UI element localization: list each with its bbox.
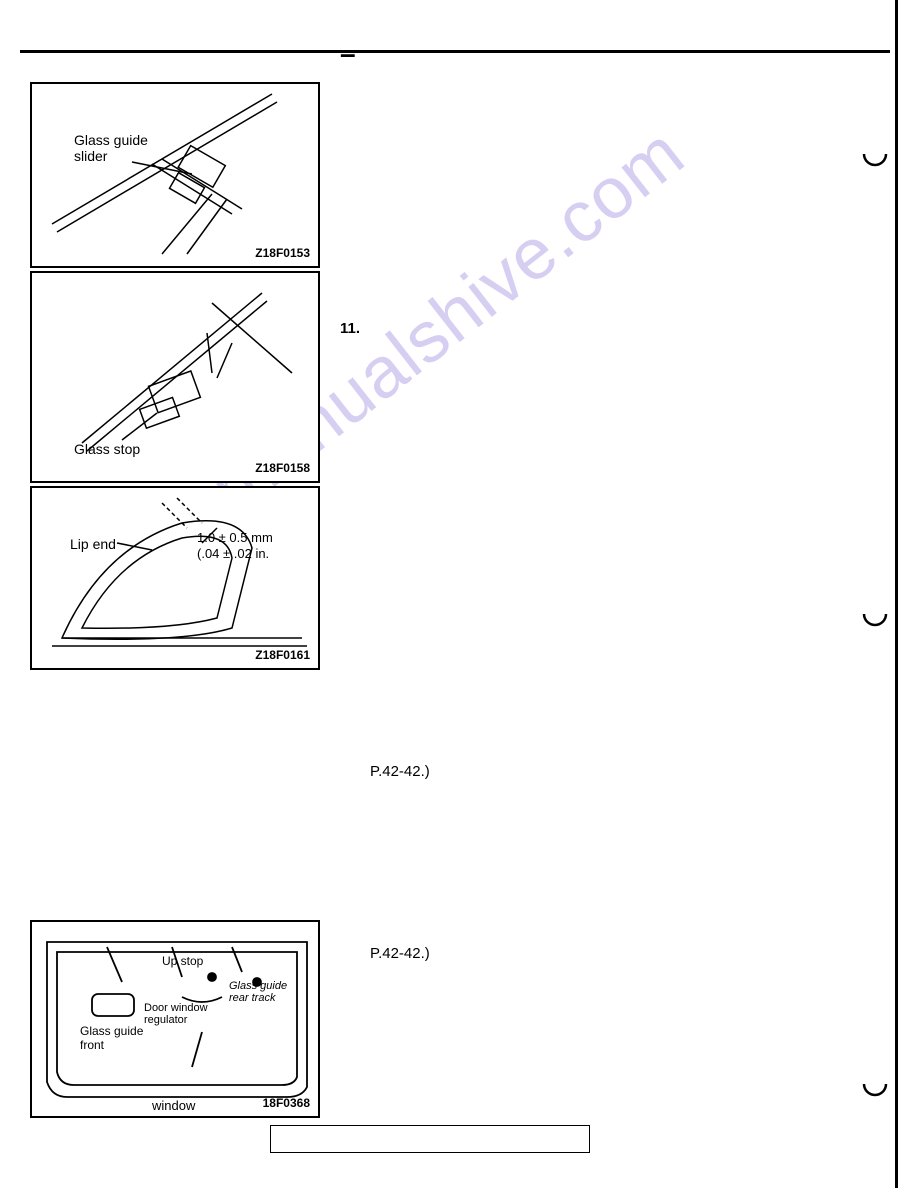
fig4-label-window: window <box>152 1098 195 1113</box>
fig4-label-upstop: Up stop <box>162 954 203 968</box>
figure-door-panel: Up stop Glass guide rear track Door wind… <box>30 920 320 1118</box>
figure-glass-stop: Glass stop Z18F0158 <box>30 271 320 483</box>
fig1-code: Z18F0153 <box>255 246 310 260</box>
figure-glass-guide-slider: Glass guide slider Z18F0153 <box>30 82 320 268</box>
fig1-label: Glass guide slider <box>74 132 154 164</box>
page-top-rule <box>20 50 890 53</box>
footer-box <box>270 1125 590 1153</box>
page-ref-2: P.42-42.) <box>370 945 430 962</box>
fig4-code: 18F0368 <box>263 1096 310 1110</box>
page-ref-1: P.42-42.) <box>370 763 430 780</box>
fig3-code: Z18F0161 <box>255 648 310 662</box>
fig3-illustration <box>32 488 320 670</box>
fig4-label-guide-front: Glass guide front <box>80 1024 160 1052</box>
fig4-label-regulator: Door window regulator <box>144 1002 224 1026</box>
figure-lip-end: Lip end 1.0 ± 0.5 mm (.04 ± .02 in. Z18F… <box>30 486 320 670</box>
fig2-label: Glass stop <box>74 441 140 457</box>
fig3-label-right2: (.04 ± .02 in. <box>197 546 269 561</box>
punch-hole-icon <box>860 150 890 180</box>
fig2-code: Z18F0158 <box>255 461 310 475</box>
step-number-11: 11. <box>340 320 360 337</box>
fig4-label-guide-rear: Glass guide rear track <box>229 980 309 1004</box>
figures-column: Glass guide slider Z18F0153 Glass stop Z… <box>30 82 320 670</box>
header-dash: – <box>340 38 356 70</box>
punch-hole-icon <box>860 610 890 640</box>
punch-hole-icon <box>860 1080 890 1110</box>
fig3-label-left: Lip end <box>70 536 116 552</box>
fig1-illustration <box>32 84 320 268</box>
fig3-label-right1: 1.0 ± 0.5 mm <box>197 530 273 545</box>
page-right-rule <box>895 0 898 1188</box>
